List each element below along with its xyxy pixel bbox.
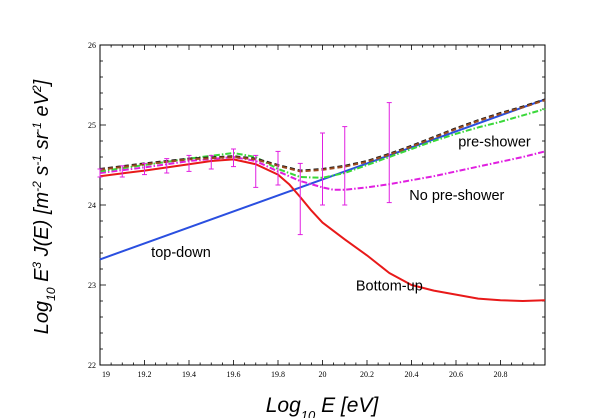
series-line-pre-shower (99, 108, 546, 179)
x-tick-label: 19.4 (182, 370, 196, 379)
x-tick-label: 20.6 (449, 370, 463, 379)
y-axis-title: Log10 E3 J(E) [m-2 s-1 sr-1 eV2] (30, 79, 58, 334)
tick-marks (99, 44, 546, 366)
error-bars (97, 102, 392, 236)
x-tick-label: 19 (102, 370, 110, 379)
y-tick-label: 22 (88, 361, 96, 370)
data-point (342, 126, 348, 206)
x-tick-label: 20.4 (405, 370, 419, 379)
annotation-top-down: top-down (151, 245, 211, 261)
y-tick-label: 26 (88, 41, 96, 50)
series-line-bottom-up (99, 158, 546, 302)
x-axis-title: Log10 E [eV] (266, 394, 380, 418)
data-point (320, 132, 325, 206)
y-tick-labels: 22 23 24 25 26 (88, 41, 96, 370)
y-tick-label: 25 (88, 121, 96, 130)
data-point (253, 154, 259, 188)
data-point (186, 154, 192, 172)
data-point (275, 150, 281, 186)
x-tick-label: 20.8 (494, 370, 508, 379)
x-tick-label: 19.6 (227, 370, 241, 379)
x-tick-label: 19.2 (138, 370, 152, 379)
data-point (386, 102, 392, 204)
x-tick-labels: 19 19.2 19.4 19.6 19.8 20 20.2 20.4 20.6 20.8 (102, 370, 508, 379)
y-tick-label: 24 (88, 201, 96, 210)
x-tick-label: 20 (319, 370, 327, 379)
annotations: top-down Bottom-up pre-shower No pre-shower (151, 135, 531, 295)
annotation-bottom-up: Bottom-up (356, 279, 423, 295)
series-line-total-brown (99, 99, 546, 173)
data-point (142, 162, 147, 176)
data-point (297, 162, 303, 236)
x-tick-label: 19.8 (271, 370, 285, 379)
data-point (119, 165, 125, 178)
data-point (164, 158, 170, 174)
data-point (208, 154, 214, 170)
data-point (97, 168, 103, 178)
annotation-pre-shower: pre-shower (458, 135, 531, 151)
x-tick-label: 20.2 (360, 370, 374, 379)
y-tick-label: 23 (88, 281, 96, 290)
data-point (231, 148, 236, 168)
annotation-no-pre-shower: No pre-shower (409, 188, 504, 204)
